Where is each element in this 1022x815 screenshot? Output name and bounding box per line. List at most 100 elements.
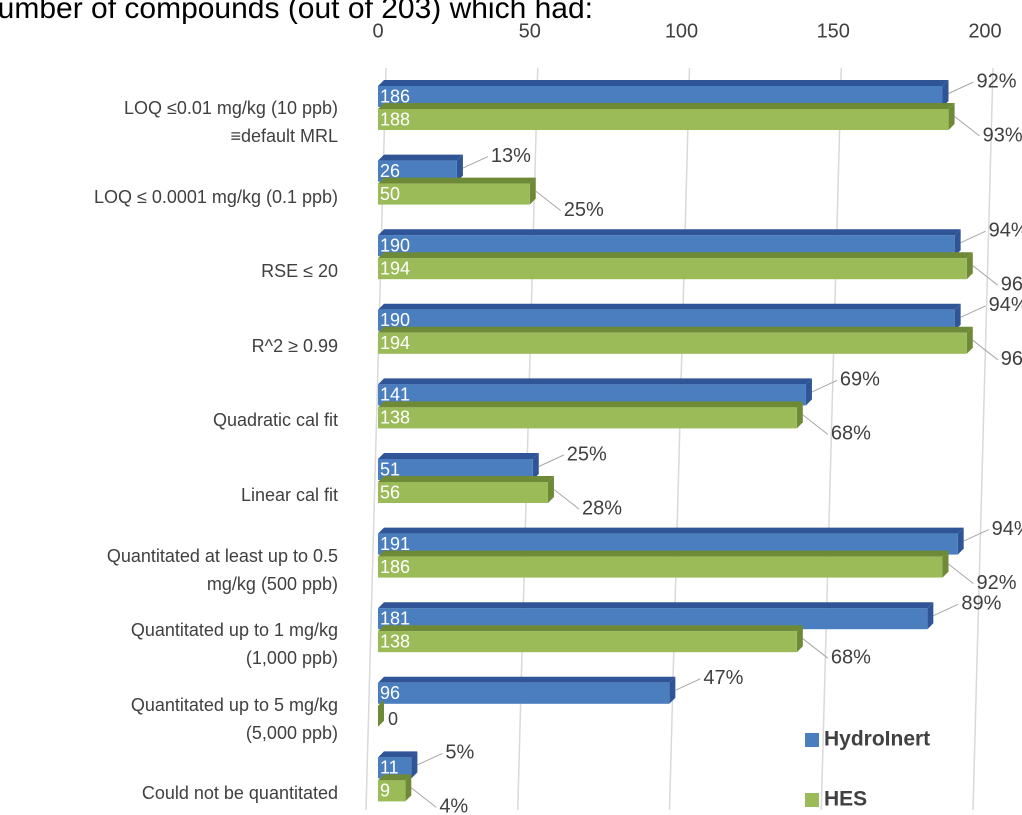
percent-label: 93%	[983, 124, 1022, 146]
percent-label: 68%	[831, 423, 871, 445]
bar	[378, 476, 554, 503]
bar-top	[378, 527, 964, 534]
bar-side	[547, 476, 554, 503]
value-label: 96	[380, 683, 400, 703]
bar-front	[378, 384, 806, 406]
category-label: Linear cal fit	[240, 485, 338, 505]
bar-top	[378, 676, 676, 683]
percent-label: 25%	[564, 199, 604, 221]
percent-label: 92%	[977, 70, 1017, 92]
category-label: Quantitated at least up to 0.5 mg/kg (50…	[106, 545, 338, 594]
value-label: 191	[380, 534, 410, 554]
percent-label: 94%	[989, 219, 1022, 241]
bar-top	[378, 80, 949, 86]
bar-side	[456, 154, 463, 182]
bar-front	[378, 780, 406, 802]
value-label: 186	[380, 86, 410, 106]
bar-top	[378, 602, 934, 609]
value-label: 141	[380, 385, 410, 405]
value-label: 138	[380, 408, 410, 428]
x-tick-label: 50	[519, 20, 541, 42]
bar-front	[378, 407, 797, 429]
percent-label: 96%	[1001, 273, 1022, 295]
category-label: Could not be quantitated	[141, 783, 338, 804]
percent-label: 94%	[989, 294, 1022, 316]
leader-line	[954, 116, 980, 137]
bar-side	[805, 378, 812, 406]
bar-side	[532, 453, 539, 480]
percent-label: 69%	[840, 369, 880, 391]
value-label: 9	[380, 781, 390, 801]
leader-line	[802, 638, 829, 659]
grid-line	[820, 67, 842, 811]
chart-title: Number of compounds (out of 203) which h…	[0, 0, 593, 25]
value-label: 194	[380, 258, 410, 278]
leader-line	[972, 265, 999, 286]
bar-front	[378, 682, 670, 704]
legend-label: HES	[824, 788, 867, 811]
legend-swatch	[805, 733, 819, 747]
bar-top	[378, 103, 955, 109]
bar-top	[378, 401, 803, 408]
bar-side	[405, 774, 412, 802]
bar-top	[378, 453, 539, 459]
value-label: 188	[380, 109, 410, 129]
grid-line	[972, 67, 994, 811]
bar	[378, 154, 463, 182]
bar-top	[378, 177, 536, 184]
bar-front	[378, 533, 958, 555]
bar-front	[378, 258, 967, 280]
bar-side	[411, 751, 418, 779]
bar-side	[954, 303, 961, 331]
bar-top	[378, 326, 973, 333]
value-label: 0	[388, 709, 398, 729]
value-label: 194	[380, 333, 410, 353]
bar-front	[378, 109, 949, 130]
bar-front	[378, 235, 955, 257]
leader-line	[675, 678, 701, 691]
bar	[378, 625, 803, 653]
leader-line	[535, 190, 562, 211]
value-label: 186	[380, 557, 410, 577]
leader-line	[948, 563, 974, 584]
bar	[378, 453, 539, 480]
bar	[378, 751, 418, 779]
percent-label: 92%	[977, 572, 1017, 594]
value-label: 190	[380, 310, 410, 330]
bar-side	[378, 699, 384, 727]
bar-front	[378, 309, 955, 331]
bar-front	[378, 86, 943, 107]
bar-top	[378, 625, 803, 632]
leader-line	[933, 603, 959, 617]
value-label: 11	[380, 758, 399, 778]
leader-line	[963, 529, 989, 542]
percent-label: 94%	[992, 518, 1022, 540]
category-label: Quadratic cal fit	[212, 410, 338, 431]
bar-top	[378, 229, 961, 236]
bar	[378, 527, 964, 555]
leader-line	[802, 414, 829, 435]
bar-front	[378, 459, 533, 480]
bar-top	[378, 550, 949, 557]
value-label: 56	[380, 482, 400, 502]
value-label: 138	[380, 631, 410, 651]
leader-line	[948, 81, 974, 94]
bar-top	[378, 154, 463, 161]
value-label: 26	[380, 161, 400, 181]
bar-front	[378, 183, 530, 205]
bar-side	[954, 229, 961, 257]
bar-front	[378, 631, 797, 653]
bar-side	[957, 527, 964, 555]
value-label: 51	[380, 459, 400, 479]
bar	[378, 378, 812, 406]
bar-top	[378, 252, 973, 259]
leader-line	[538, 454, 564, 467]
percent-label: 96%	[1001, 348, 1022, 370]
value-label: 190	[380, 235, 410, 255]
category-label: Quantitated up to 5 mg/kg (5,000 ppb)	[130, 694, 338, 743]
bar-front	[378, 482, 548, 503]
value-label: 50	[380, 184, 400, 204]
percent-label: 89%	[961, 592, 1001, 614]
